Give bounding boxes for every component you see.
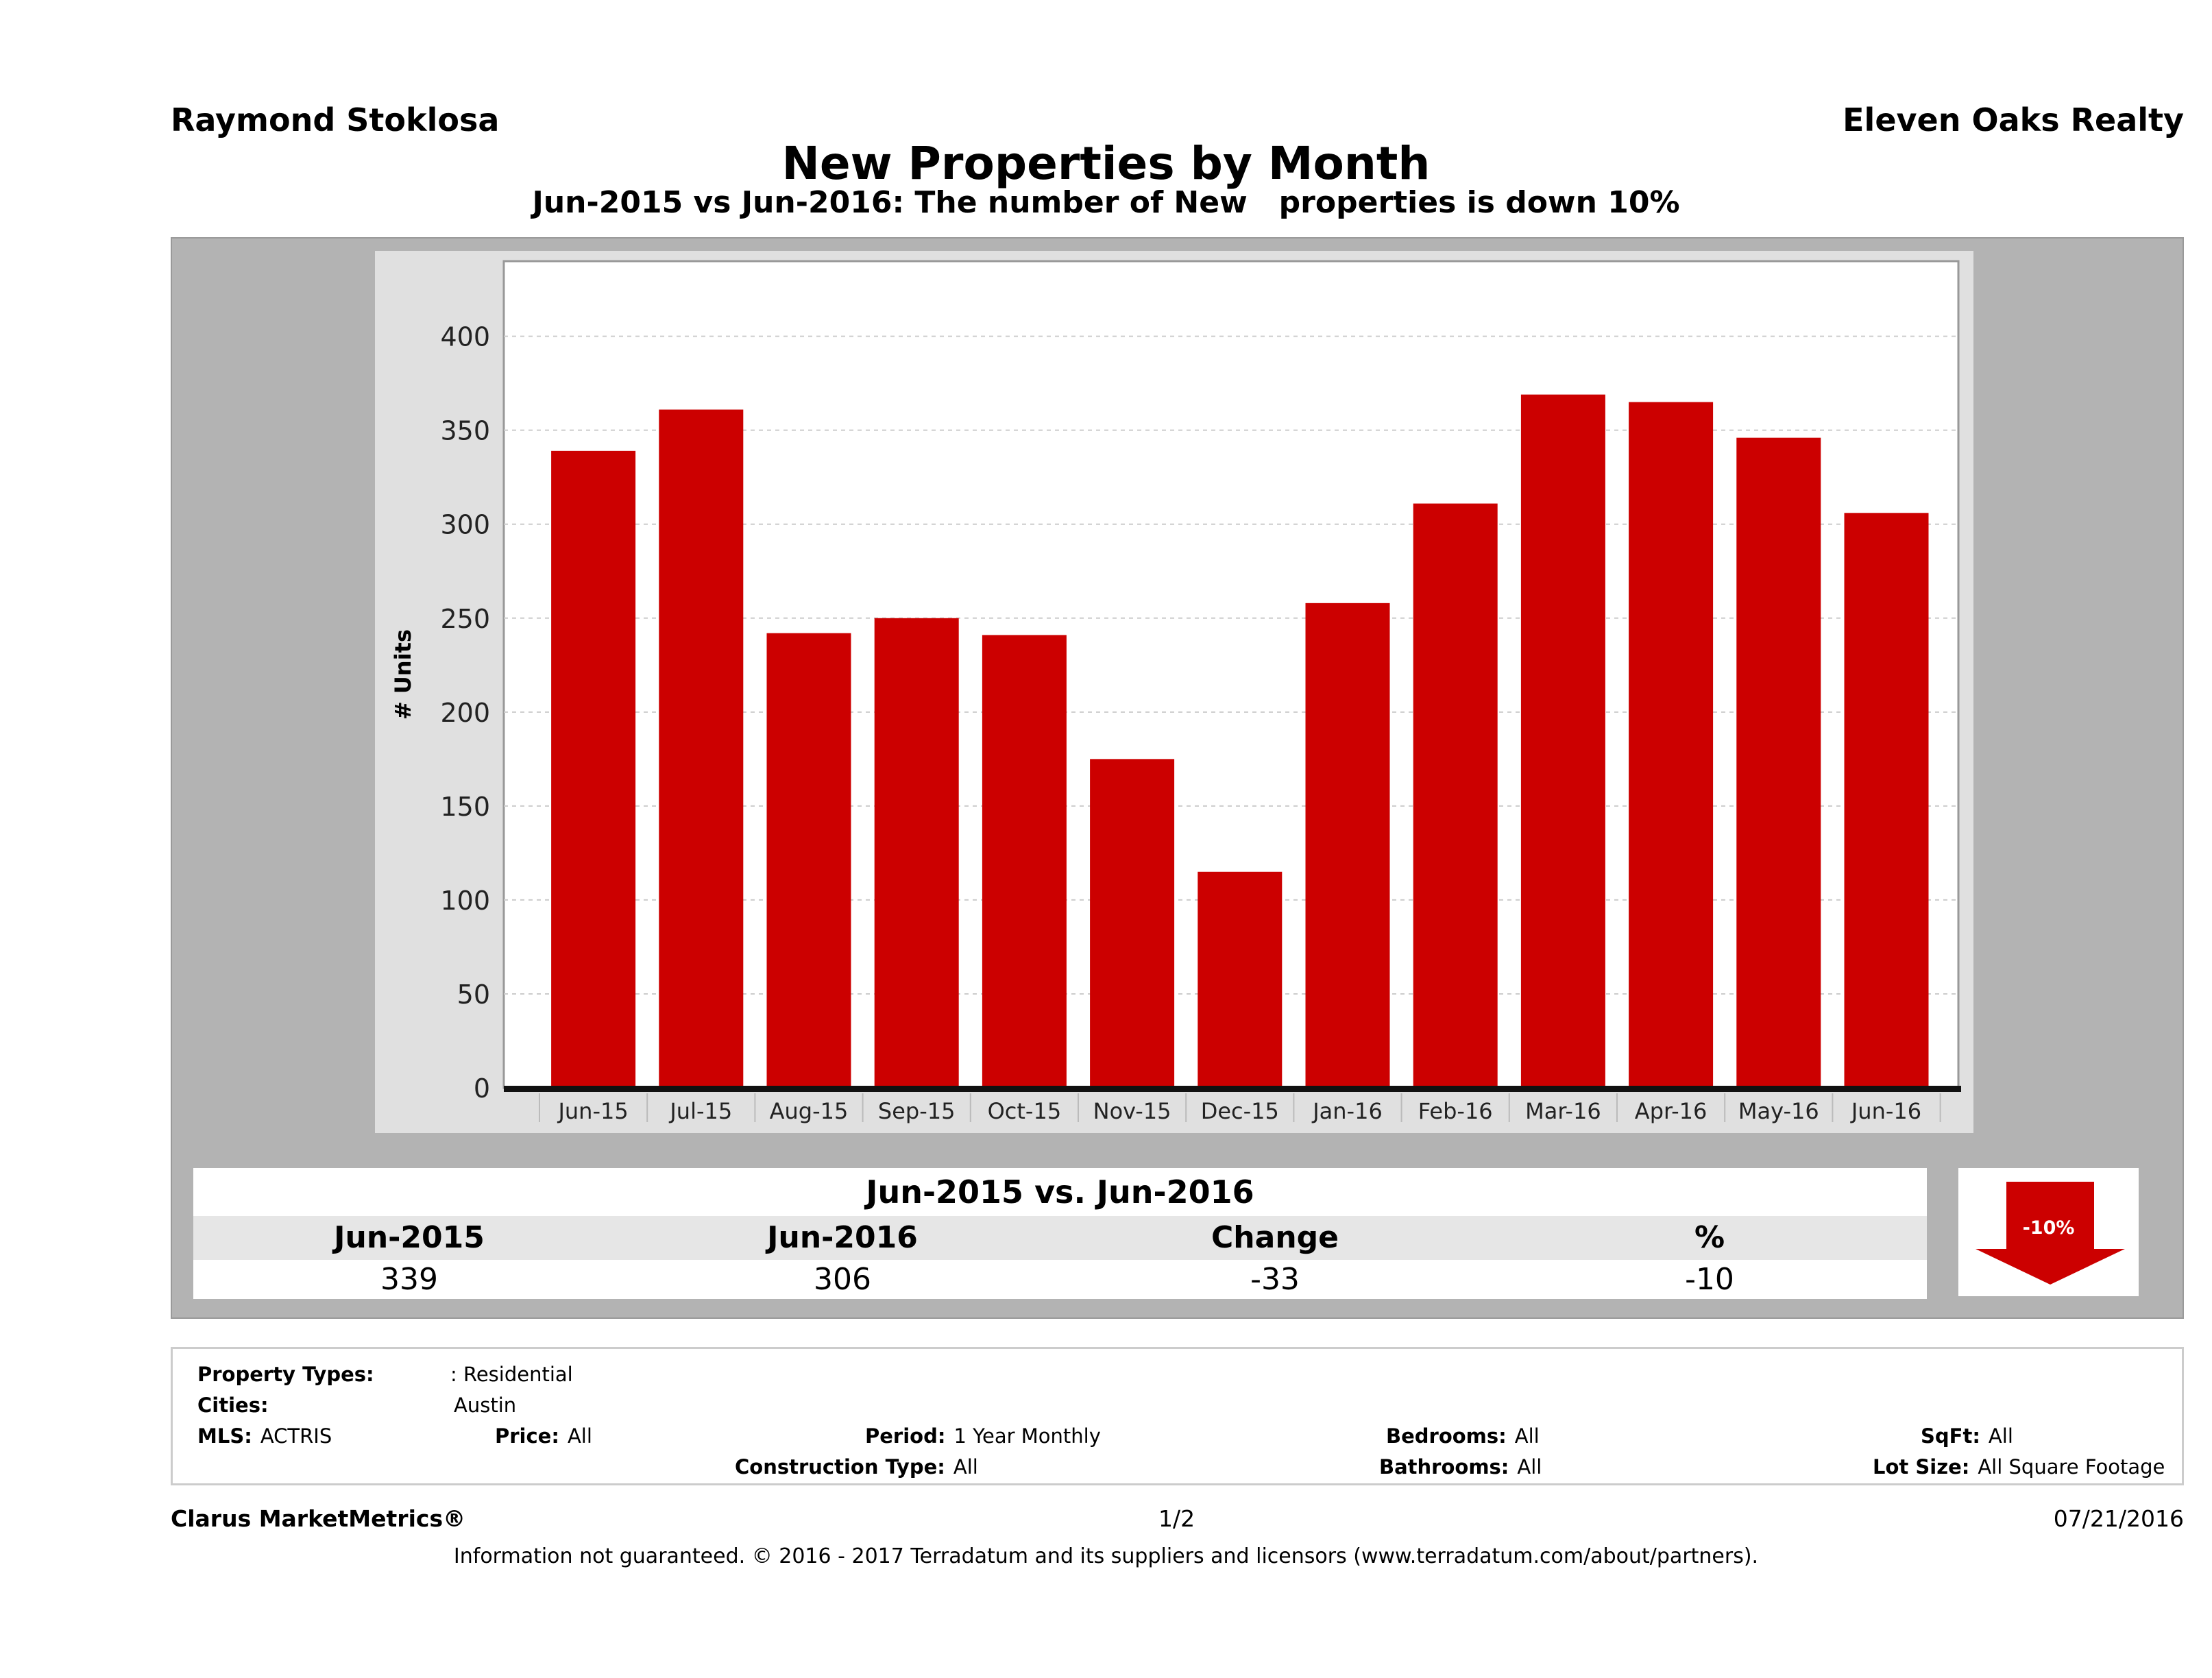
mls-label: MLS: bbox=[197, 1424, 252, 1448]
bar-May-16 bbox=[1736, 437, 1821, 1088]
chart-subtitle: Jun-2015 vs Jun-2016: The number of New … bbox=[532, 185, 1680, 220]
cities-pair: Cities: Austin bbox=[197, 1394, 516, 1417]
x-tick-label: Aug-15 bbox=[770, 1098, 849, 1124]
summary-header: Change bbox=[1211, 1220, 1339, 1255]
agent-name: Raymond Stoklosa bbox=[171, 101, 500, 138]
mls-pair: MLS: ACTRIS bbox=[197, 1424, 332, 1448]
x-tick-label: Jul-15 bbox=[668, 1098, 732, 1124]
y-tick-label: 0 bbox=[474, 1073, 490, 1104]
bedrooms-pair: Bedrooms: All bbox=[1386, 1424, 1540, 1448]
bar-Jan-16 bbox=[1305, 603, 1390, 1088]
y-tick-label: 50 bbox=[457, 980, 490, 1010]
bar-Jun-15 bbox=[551, 450, 636, 1088]
sqft-label: SqFt: bbox=[1921, 1424, 1980, 1448]
x-tick-label: Mar-16 bbox=[1525, 1098, 1601, 1124]
bar-Oct-15 bbox=[982, 635, 1067, 1088]
lot-size-pair: Lot Size: All Square Footage bbox=[1873, 1455, 2165, 1479]
x-tick-label: Feb-16 bbox=[1418, 1098, 1493, 1124]
bedrooms-label: Bedrooms: bbox=[1386, 1424, 1507, 1448]
bar-Dec-15 bbox=[1198, 871, 1283, 1088]
bar-Aug-15 bbox=[766, 633, 851, 1088]
lot-size-value: All Square Footage bbox=[1978, 1455, 2165, 1479]
summary-value: 306 bbox=[814, 1262, 871, 1297]
page-number: 1/2 bbox=[1158, 1505, 1195, 1532]
sqft-pair: SqFt: All bbox=[1921, 1424, 2013, 1448]
construction-pair: Construction Type: All bbox=[735, 1455, 978, 1479]
bar-Nov-15 bbox=[1090, 759, 1175, 1088]
y-tick-label: 350 bbox=[440, 416, 490, 446]
bedrooms-value: All bbox=[1514, 1424, 1540, 1448]
bar-Jul-15 bbox=[659, 409, 744, 1088]
bar-Sep-15 bbox=[874, 618, 959, 1088]
x-tick-label: Jun-16 bbox=[1850, 1098, 1921, 1124]
footer-brand: Clarus MarketMetrics® bbox=[171, 1505, 466, 1532]
x-axis-line bbox=[504, 1086, 1961, 1092]
summary-value-row: 339 306 -33 -10 bbox=[193, 1260, 1927, 1299]
brokerage-name: Eleven Oaks Realty bbox=[1843, 101, 2184, 138]
criteria-box: Property Types: : Residential Cities: Au… bbox=[171, 1347, 2184, 1485]
summary-header-row: Jun-2015 Jun-2016 Change % bbox=[193, 1216, 1927, 1260]
x-tick-label: Sep-15 bbox=[878, 1098, 956, 1124]
bar-Mar-16 bbox=[1520, 394, 1605, 1088]
y-tick-label: 150 bbox=[440, 792, 490, 822]
price-value: All bbox=[567, 1424, 592, 1448]
property-types-label: Property Types: bbox=[197, 1363, 374, 1386]
summary-header: % bbox=[1694, 1220, 1725, 1255]
x-tick-label: Oct-15 bbox=[988, 1098, 1062, 1124]
period-value: 1 Year Monthly bbox=[953, 1424, 1101, 1448]
bar-chart: 0 50 100 150 200 250 300 350 400 # Units Jun-15 Jul… bbox=[390, 260, 1961, 1124]
summary-value: -33 bbox=[1250, 1262, 1300, 1297]
change-badge-text: -10% bbox=[2022, 1217, 2075, 1239]
down-arrow-icon bbox=[1976, 1182, 2125, 1285]
x-tick-label: Jan-16 bbox=[1311, 1098, 1383, 1124]
price-label: Price: bbox=[495, 1424, 559, 1448]
bathrooms-pair: Bathrooms: All bbox=[1379, 1455, 1542, 1479]
period-label: Period: bbox=[865, 1424, 946, 1448]
y-tick-label: 400 bbox=[440, 322, 490, 352]
y-axis-label: # Units bbox=[390, 629, 416, 720]
construction-value: All bbox=[953, 1455, 978, 1479]
summary-title: Jun-2015 vs. Jun-2016 bbox=[193, 1168, 1927, 1216]
summary-value: -10 bbox=[1685, 1262, 1734, 1297]
lot-size-label: Lot Size: bbox=[1873, 1455, 1970, 1479]
x-tick-label: Nov-15 bbox=[1093, 1098, 1171, 1124]
bathrooms-value: All bbox=[1517, 1455, 1542, 1479]
price-pair: Price: All bbox=[495, 1424, 592, 1448]
y-tick-label: 300 bbox=[440, 510, 490, 540]
summary-header: Jun-2016 bbox=[767, 1220, 918, 1255]
property-types-pair: Property Types: : Residential bbox=[197, 1363, 573, 1386]
sqft-value: All bbox=[1988, 1424, 2013, 1448]
y-tick-label: 100 bbox=[440, 886, 490, 916]
construction-label: Construction Type: bbox=[735, 1455, 945, 1479]
report-date: 07/21/2016 bbox=[2053, 1505, 2184, 1532]
mls-value: ACTRIS bbox=[260, 1424, 332, 1448]
cities-value: Austin bbox=[454, 1394, 517, 1417]
bar-Jun-16 bbox=[1844, 513, 1929, 1088]
disclaimer: Information not guaranteed. © 2016 - 201… bbox=[453, 1544, 1759, 1568]
bar-Feb-16 bbox=[1413, 503, 1498, 1088]
x-tick-label: Dec-15 bbox=[1201, 1098, 1279, 1124]
chart-title: New Properties by Month bbox=[781, 137, 1431, 190]
x-tick-label: Jun-15 bbox=[557, 1098, 628, 1124]
summary-value: 339 bbox=[380, 1262, 438, 1297]
x-tick-label: May-16 bbox=[1738, 1098, 1819, 1124]
property-types-value: : Residential bbox=[450, 1363, 573, 1386]
y-tick-label: 250 bbox=[440, 604, 490, 634]
y-tick-label: 200 bbox=[440, 698, 490, 728]
bar-Apr-16 bbox=[1629, 402, 1714, 1088]
bathrooms-label: Bathrooms: bbox=[1379, 1455, 1509, 1479]
change-badge: -10% bbox=[1958, 1168, 2139, 1296]
x-tick-label: Apr-16 bbox=[1635, 1098, 1707, 1124]
summary-header: Jun-2015 bbox=[334, 1220, 485, 1255]
cities-label: Cities: bbox=[197, 1394, 269, 1417]
period-pair: Period: 1 Year Monthly bbox=[865, 1424, 1101, 1448]
